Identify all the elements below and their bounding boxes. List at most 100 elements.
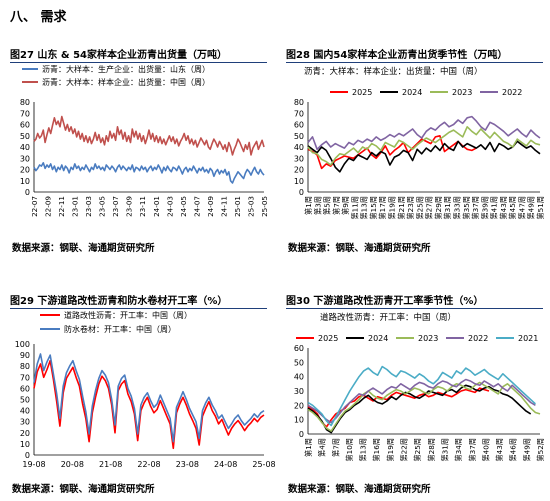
fig30-xtick-label: 第31周 [440,438,449,462]
fig29-series-0 [33,359,265,450]
fig28-source: 数据来源：钢联、海通期货研究所 [288,243,431,254]
fig30-xtick-label: 第34周 [454,438,463,462]
fig30-subtitle: 道路改性沥青：开工率：中国（周） [320,312,456,323]
fig30-series-4 [307,365,536,427]
fig27-xtick-label: 24-07 [192,196,201,217]
fig27-xtick-label: 22-11 [57,196,66,217]
fig28-xtick-label: 第47周 [517,196,526,220]
fig28-xtick-label: 第19周 [388,196,397,220]
fig27-series-0 [33,162,265,184]
fig28-legend-label: 2024 [402,88,422,97]
fig30-xtick-label: 第19周 [386,438,395,462]
fig30-legend-label: 2023 [418,334,438,343]
fig28-subtitle: 沥青：大样本：样本企业：出货量：中国（周） [304,66,483,77]
fig27-source: 数据来源：钢联、海通期货研究所 [12,243,155,254]
fig29-legend-label: 防水卷材：开工率：中国（周） [64,324,176,334]
fig28-xtick-label: 第35周 [462,196,471,220]
fig30-source: 数据来源：钢联、海通期货研究所 [288,484,431,495]
fig27-xtick-label: 22-07 [30,196,39,217]
fig29-title: 图29 下游道路改性沥青和防水卷材开工率（%） [10,296,228,307]
fig29-xtick-label: 24-08 [214,460,237,469]
fig28-series-3 [307,115,541,151]
fig29-ytick-label: 40 [20,407,30,416]
fig29-ytick-label: 20 [20,429,30,438]
fig27-xtick-label: 23-05 [98,196,107,217]
fig27-ytick-label: 40 [20,143,30,152]
fig30-legend-label: 2025 [318,334,338,343]
fig29-rule [10,308,267,309]
fig30-xtick-label: 第49周 [522,438,531,462]
fig30-xtick-label: 第16周 [372,438,381,462]
fig28-rule [286,62,543,63]
fig30-ytick-label: 40 [294,373,304,382]
fig28-legend-label: 2023 [452,88,472,97]
fig27-ytick-label: 50 [20,132,30,141]
fig28-ytick-label: 30 [294,154,304,163]
fig29-xtick-label: 20-08 [61,460,84,469]
fig28-ytick-label: 40 [294,143,304,152]
fig29-xtick-label: 25-08 [252,460,275,469]
fig28-xtick-label: 第37周 [471,196,480,220]
fig28-ytick-label: 60 [294,121,304,130]
fig30-legend-label: 2024 [368,334,388,343]
fig29-ytick-label: 70 [20,373,30,382]
fig29-source: 数据来源：钢联、海通期货研究所 [12,484,155,495]
fig29-xtick-label: 21-08 [99,460,122,469]
fig28-xtick-label: 第9周 [341,196,350,215]
fig30-xtick-label: 第13周 [359,438,368,462]
fig30-xtick-label: 第1周 [304,438,313,457]
fig30-ytick-label: 60 [294,344,304,353]
fig29-legend-label: 道路改性沥青：开工率：中国（周） [64,310,192,320]
fig29-ytick-label: 80 [20,362,30,371]
fig27-rule [10,62,267,63]
fig28-ytick-label: 0 [299,188,304,197]
fig27-chart: 0 10 20 30 40 50 60 70 80 22-07 22-09 22-11 23-01 23-… [20,64,269,217]
fig27-series-1 [33,115,265,156]
fig30-xtick-label: 第10周 [345,438,354,462]
fig28-xtick-label: 第17周 [378,196,387,220]
fig27-ytick-label: 10 [20,177,30,186]
fig27-legend-label: 沥青：大样本：样本企业：出货量：中国（周） [42,77,210,87]
fig28-xtick-label: 第27周 [425,196,434,220]
fig28-xtick-label: 第41周 [490,196,499,220]
fig27-ytick-label: 20 [20,166,30,175]
fig30-xtick-label: 第28周 [427,438,436,462]
fig27-ytick-label: 70 [20,109,30,118]
fig27-xtick-label: 23-09 [125,196,134,217]
fig28-xtick-label: 第5周 [323,196,332,215]
fig29-ytick-label: 100 [15,340,30,349]
fig27-xtick-label: 24-11 [219,196,228,217]
fig30-series-3 [307,378,536,424]
fig28-xtick-label: 第29周 [434,196,443,220]
fig29-xtick-label: 19-08 [22,460,45,469]
fig27-xtick-label: 25-01 [233,196,242,217]
fig28-xtick-label: 第43周 [499,196,508,220]
fig28-series-0 [307,135,477,170]
fig30-ytick-label: 20 [294,401,304,410]
fig27-ytick-label: 60 [20,121,30,130]
fig30-xtick-label: 第4周 [318,438,327,457]
fig28-ytick-label: 10 [294,177,304,186]
fig29-xtick-label: 22-08 [137,460,160,469]
fig28-xtick-label: 第13周 [360,196,369,220]
fig28-title: 图28 国内54家样本企业沥青出货季节性（万吨） [286,50,508,61]
fig30-series-2 [307,381,541,432]
fig28-xtick-label: 第49周 [527,196,536,220]
fig27-xtick-label: 24-05 [179,196,188,217]
fig28-xtick-label: 第31周 [443,196,452,220]
fig28-xtick-label: 第3周 [313,196,322,215]
fig28-legend-label: 2022 [502,88,522,97]
fig30-xtick-label: 第52周 [536,438,545,462]
fig30-rule [286,308,543,309]
fig28-xtick-label: 第45周 [508,196,517,220]
fig27-title: 图27 山东 & 54家样本企业沥青出货量（万吨） [10,50,227,61]
fig30-title: 图30 下游道路改性沥青开工率季节性（%） [286,296,484,307]
fig27-ytick-label: 30 [20,154,30,163]
fig30-xtick-label: 第40周 [481,438,490,462]
fig28-xtick-label: 第51周 [536,196,545,220]
fig29-ytick-label: 90 [20,351,30,360]
fig30-series-1 [307,384,532,434]
fig30-series-0 [307,387,490,428]
fig30-legend-label: 2021 [518,334,538,343]
fig27-xtick-label: 23-01 [71,196,80,217]
